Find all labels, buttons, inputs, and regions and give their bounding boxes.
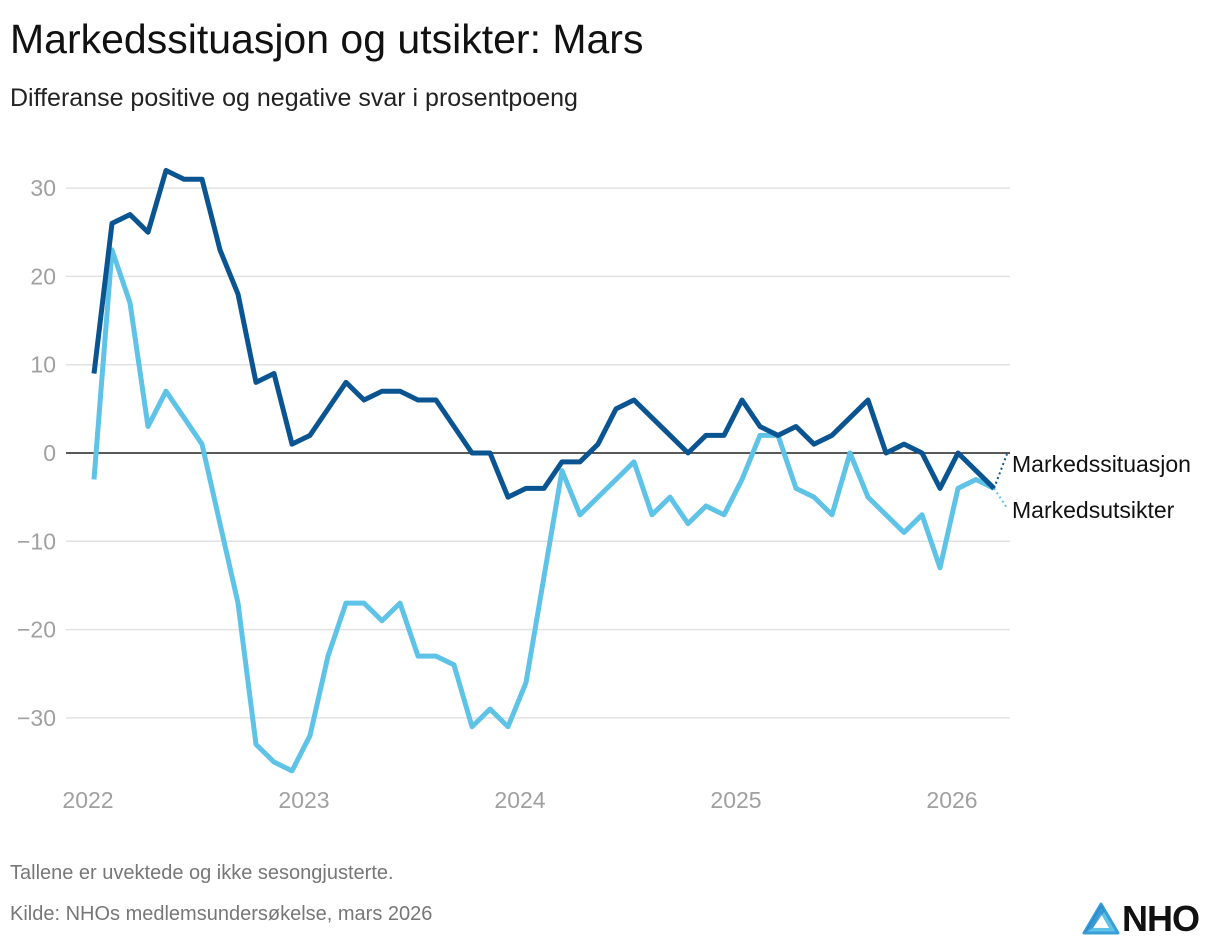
x-tick-label: 2023 <box>278 787 329 813</box>
leader-line <box>993 487 1008 509</box>
logo-text: NHO <box>1122 898 1200 939</box>
chart-title: Markedssituasjon og utsikter: Mars <box>10 16 644 62</box>
x-tick-label: 2024 <box>494 787 545 813</box>
x-tick-label: 2026 <box>926 787 977 813</box>
y-tick-label: −10 <box>17 528 56 554</box>
footnote: Tallene er uvektede og ikke sesongjuster… <box>10 862 394 884</box>
source-note: Kilde: NHOs medlemsundersøkelse, mars 20… <box>10 903 433 925</box>
nho-logo: NHO <box>1082 898 1200 940</box>
series-label: Markedssituasjon <box>1012 451 1191 477</box>
leader-line <box>993 453 1008 489</box>
y-tick-label: 0 <box>43 440 56 466</box>
series-line-markedsutsikter <box>91 247 996 774</box>
series-line-markedssituasjon <box>91 167 996 500</box>
series-label: Markedsutsikter <box>1012 497 1175 523</box>
x-tick-label: 2025 <box>710 787 761 813</box>
y-tick-label: −20 <box>17 617 56 643</box>
y-tick-label: 10 <box>30 352 56 378</box>
x-tick-label: 2022 <box>62 787 113 813</box>
y-tick-label: 20 <box>30 263 56 289</box>
y-tick-label: 30 <box>30 175 56 201</box>
nho-logo-icon <box>1082 902 1120 935</box>
y-tick-label: −30 <box>17 705 56 731</box>
chart-subtitle: Differanse positive og negative svar i p… <box>10 84 578 112</box>
